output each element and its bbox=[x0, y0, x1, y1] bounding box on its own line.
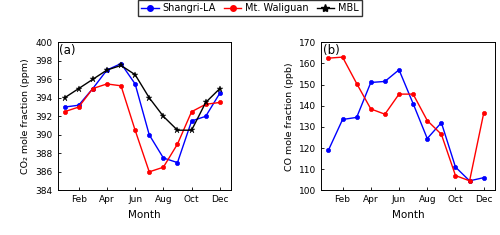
X-axis label: Month: Month bbox=[128, 210, 160, 220]
Text: (a): (a) bbox=[59, 44, 76, 57]
Legend: Shangri-LA, Mt. Waliguan, MBL: Shangri-LA, Mt. Waliguan, MBL bbox=[138, 0, 362, 16]
Y-axis label: CO₂ mole fraction (ppm): CO₂ mole fraction (ppm) bbox=[21, 59, 30, 174]
X-axis label: Month: Month bbox=[392, 210, 424, 220]
Y-axis label: CO mole fraction (ppb): CO mole fraction (ppb) bbox=[284, 62, 294, 171]
Text: (b): (b) bbox=[323, 44, 340, 57]
